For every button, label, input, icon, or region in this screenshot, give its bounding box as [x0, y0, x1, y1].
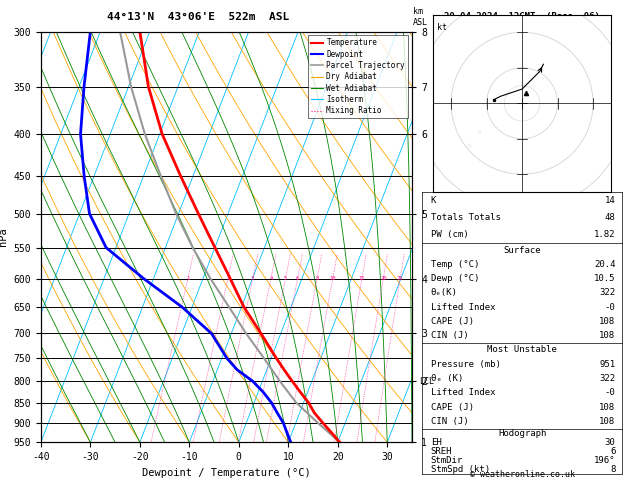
Text: StmDir: StmDir: [431, 456, 463, 465]
Text: 8: 8: [316, 276, 319, 281]
Text: 20.4: 20.4: [594, 260, 615, 269]
Text: km
ASL: km ASL: [413, 7, 428, 27]
Text: θₑ (K): θₑ (K): [431, 374, 463, 383]
Text: ☆: ☆: [466, 141, 471, 150]
Text: 10.5: 10.5: [594, 274, 615, 283]
X-axis label: Dewpoint / Temperature (°C): Dewpoint / Temperature (°C): [142, 468, 311, 478]
Text: CAPE (J): CAPE (J): [431, 402, 474, 412]
Text: θₑ(K): θₑ(K): [431, 288, 458, 297]
Text: 6: 6: [296, 276, 299, 281]
Text: Surface: Surface: [503, 245, 541, 255]
Text: 3: 3: [251, 276, 254, 281]
Text: CAPE (J): CAPE (J): [431, 317, 474, 326]
Text: 2: 2: [226, 276, 230, 281]
Text: 196°: 196°: [594, 456, 615, 465]
Text: 10: 10: [330, 276, 336, 281]
Text: 20: 20: [380, 276, 387, 281]
Text: 951: 951: [599, 360, 615, 369]
Text: Lifted Index: Lifted Index: [431, 303, 495, 312]
Text: CIN (J): CIN (J): [431, 331, 469, 340]
Text: StmSpd (kt): StmSpd (kt): [431, 465, 490, 474]
Text: Hodograph: Hodograph: [498, 429, 546, 438]
Text: SREH: SREH: [431, 447, 452, 456]
Text: © weatheronline.co.uk: © weatheronline.co.uk: [470, 470, 574, 479]
Text: 44°13'N  43°06'E  522m  ASL: 44°13'N 43°06'E 522m ASL: [107, 12, 289, 22]
Text: PW (cm): PW (cm): [431, 230, 469, 239]
Text: K: K: [431, 196, 436, 205]
Text: 322: 322: [599, 374, 615, 383]
Text: 30: 30: [604, 438, 615, 447]
Text: CIN (J): CIN (J): [431, 417, 469, 426]
Text: 108: 108: [599, 402, 615, 412]
Text: 48: 48: [604, 213, 615, 222]
Text: -0: -0: [604, 303, 615, 312]
Legend: Temperature, Dewpoint, Parcel Trajectory, Dry Adiabat, Wet Adiabat, Isotherm, Mi: Temperature, Dewpoint, Parcel Trajectory…: [308, 35, 408, 118]
Text: 14: 14: [604, 196, 615, 205]
Text: kt: kt: [437, 23, 447, 33]
Text: 4: 4: [269, 276, 272, 281]
Text: Lifted Index: Lifted Index: [431, 388, 495, 398]
Text: Temp (°C): Temp (°C): [431, 260, 479, 269]
Text: 15: 15: [359, 276, 365, 281]
Text: EH: EH: [431, 438, 442, 447]
Text: 1: 1: [186, 276, 189, 281]
Text: 8: 8: [610, 465, 615, 474]
Text: 322: 322: [599, 288, 615, 297]
Text: Dewp (°C): Dewp (°C): [431, 274, 479, 283]
Text: 108: 108: [599, 317, 615, 326]
Text: Totals Totals: Totals Totals: [431, 213, 501, 222]
Text: 25: 25: [397, 276, 404, 281]
Text: 108: 108: [599, 331, 615, 340]
Y-axis label: hPa: hPa: [0, 227, 8, 246]
Text: 5: 5: [284, 276, 287, 281]
Text: ☆: ☆: [477, 127, 482, 136]
Text: Most Unstable: Most Unstable: [487, 345, 557, 354]
Text: 20.04.2024  12GMT  (Base: 06): 20.04.2024 12GMT (Base: 06): [444, 12, 600, 21]
Text: LCL: LCL: [420, 377, 435, 385]
Text: 1.82: 1.82: [594, 230, 615, 239]
Text: -0: -0: [604, 388, 615, 398]
Text: 6: 6: [610, 447, 615, 456]
Text: 108: 108: [599, 417, 615, 426]
Text: Pressure (mb): Pressure (mb): [431, 360, 501, 369]
